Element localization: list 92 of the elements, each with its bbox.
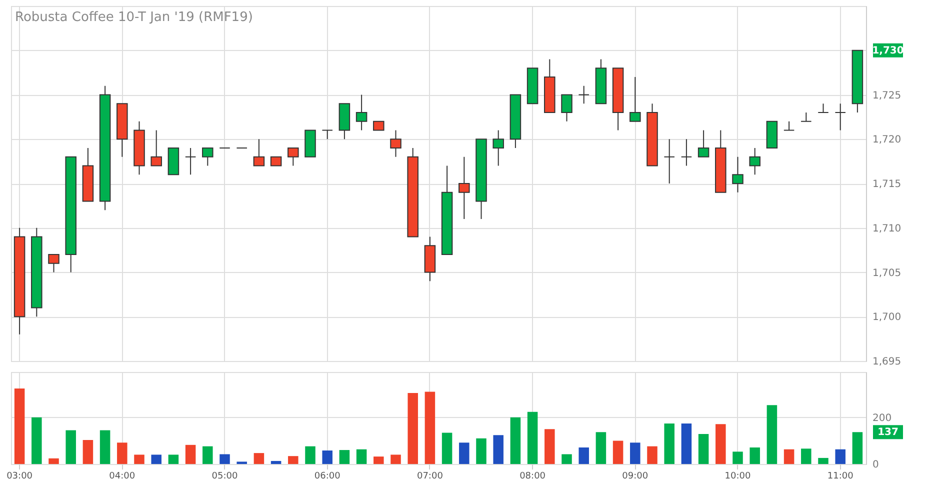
bar (527, 412, 538, 464)
bar (596, 432, 606, 464)
bar (305, 446, 316, 464)
bar (510, 417, 521, 464)
bar (254, 453, 264, 464)
text: 137 (878, 427, 898, 438)
y-tick-label: 1,700 (872, 312, 902, 324)
bar (270, 460, 282, 464)
bar (14, 388, 25, 464)
candlestick (288, 148, 299, 166)
bar (852, 432, 863, 464)
bar (424, 392, 436, 464)
candlestick (578, 85, 590, 104)
candlestick (664, 138, 675, 184)
y-tick-label: 1,725 (872, 90, 902, 102)
x-tick-label: 09:00 (622, 472, 648, 482)
bar (442, 432, 452, 464)
candlestick (150, 130, 162, 166)
candlestick (390, 130, 402, 158)
candlestick (458, 156, 470, 220)
bar (716, 424, 726, 464)
y-tick-label: 0 (872, 460, 879, 470)
bar (459, 442, 470, 464)
x-tick-label: 04:00 (109, 472, 136, 482)
candlestick (732, 156, 744, 193)
y-tick-label: 1,705 (872, 268, 902, 279)
candlestick (356, 94, 368, 131)
y-tick-label: 1,715 (872, 179, 902, 190)
x-tick-label: 03:00 (6, 472, 33, 482)
bar (32, 417, 42, 464)
bar (698, 434, 709, 464)
candlestick (48, 254, 60, 273)
bar (390, 454, 401, 464)
bar (168, 454, 179, 464)
bar (784, 449, 794, 464)
bar (185, 444, 196, 464)
bar (493, 435, 504, 464)
candlestick (783, 120, 795, 131)
bar (117, 442, 128, 464)
candlestick (253, 138, 265, 166)
bar (66, 430, 76, 464)
bar (202, 446, 213, 464)
y-tick-label: 1,720 (872, 134, 902, 146)
bar (476, 438, 486, 464)
bar (48, 458, 59, 464)
chart-title: Robusta Coffee 10-T Jan '19 (RMF19) (15, 10, 253, 25)
x-tick-label: 08:00 (520, 472, 546, 482)
bar (681, 423, 692, 464)
bar (134, 454, 144, 464)
text: 1,730 (872, 45, 904, 56)
bar (818, 458, 828, 464)
y-tick-label: 1,695 (872, 356, 902, 368)
bar (612, 440, 624, 464)
bar (578, 447, 589, 464)
bar (220, 454, 230, 464)
y-tick-label: 1,710 (872, 223, 902, 234)
candlestick (800, 112, 812, 122)
candlestick (184, 148, 196, 176)
candlestick (680, 138, 692, 166)
bar (322, 450, 332, 464)
candlestick (834, 103, 846, 131)
y-tick-label: 200 (872, 412, 892, 424)
bar (647, 446, 658, 464)
candlestick (202, 148, 214, 166)
bar (374, 456, 384, 464)
candlestick (749, 148, 760, 176)
x-tick-label: 10:00 (724, 472, 751, 482)
candlestick (492, 130, 504, 166)
bar (288, 456, 298, 464)
bar (835, 449, 846, 464)
bar (100, 430, 110, 464)
bar (562, 454, 572, 464)
bar (151, 454, 162, 464)
candlestick (630, 76, 641, 122)
bar (766, 405, 778, 464)
bar (544, 429, 555, 464)
bar (750, 447, 760, 464)
bar (339, 450, 350, 464)
x-tick-label: 06:00 (314, 472, 341, 482)
candlestick (818, 103, 829, 113)
bar (356, 449, 367, 464)
x-tick-label: 05:00 (212, 472, 238, 482)
bar (630, 442, 640, 464)
bar (801, 448, 812, 464)
x-tick-label: 07:00 (416, 472, 444, 482)
bar (408, 392, 418, 464)
bar (82, 440, 94, 464)
candlestick (561, 94, 572, 122)
bar (732, 452, 743, 464)
x-tick-label: 11:00 (827, 472, 854, 482)
bar (664, 423, 674, 464)
candlestick (698, 130, 710, 158)
